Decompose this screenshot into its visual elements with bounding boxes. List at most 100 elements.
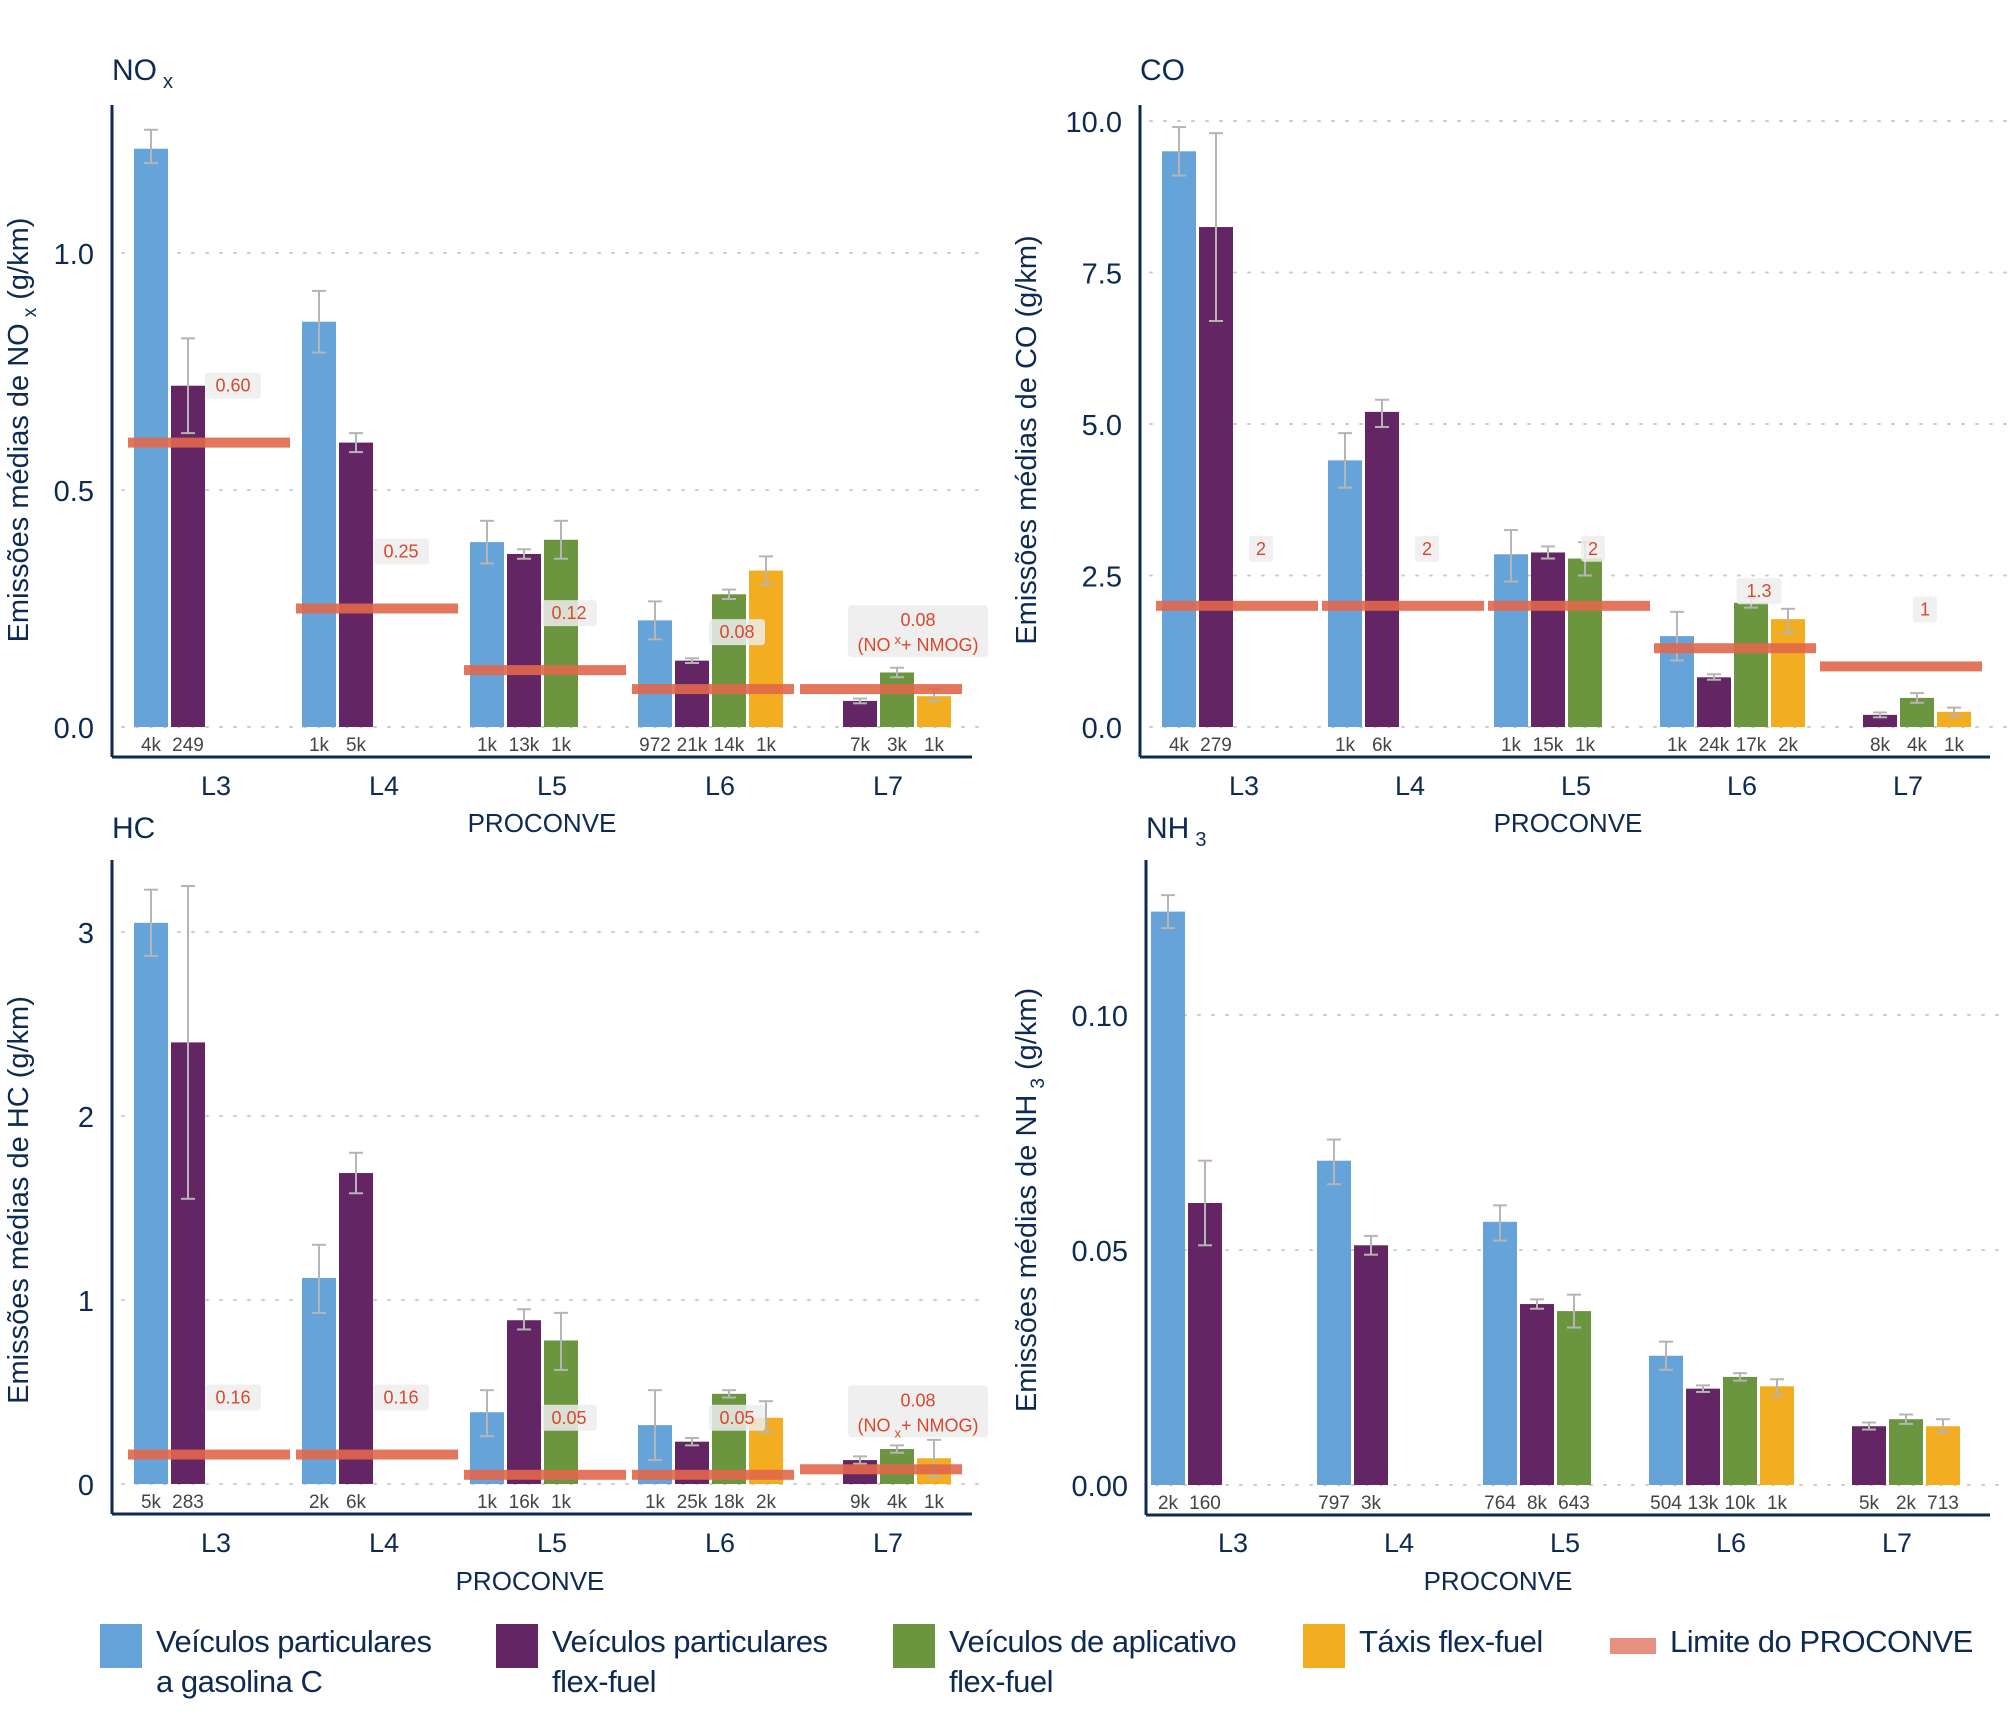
y-tick-label: 0.00 (1072, 1471, 1128, 1503)
bar-gasolina (1162, 151, 1196, 728)
x-category-label: L7 (873, 1528, 903, 1558)
sample-count-label: 5k (1859, 1493, 1880, 1514)
limit-label: 2 (1588, 539, 1598, 559)
bar-app (880, 672, 914, 727)
proconve-limit-line (1322, 600, 1484, 611)
bar-group-L6: 504 13k 10k 1k (1649, 1340, 1794, 1514)
bar-group-L7: 5k 2k 713 (1852, 1413, 1960, 1514)
legend-swatch-limit (1610, 1638, 1656, 1654)
x-category-label: L3 (201, 771, 231, 801)
sample-count-label: 3k (887, 735, 908, 756)
bar-taxi (1771, 619, 1805, 727)
sample-count-label: 3k (1361, 1493, 1382, 1514)
bar-app (712, 594, 746, 727)
bar-app (1734, 602, 1768, 727)
y-tick-label: 0 (78, 1470, 94, 1502)
legend-swatch-gasolina (100, 1624, 142, 1668)
chart-co: CO Emissões médias de CO (g/km) 0.0 2.5 5.0 7… (1011, 54, 2008, 838)
sample-count-label: 8k (1527, 1493, 1548, 1514)
limit-label: 0.16 (215, 1388, 250, 1408)
limit-label: 0.60 (215, 376, 250, 396)
x-axis-title: PROCONVE (1424, 1566, 1573, 1596)
x-category-label: L3 (1229, 771, 1259, 801)
y-tick-label: 0.05 (1072, 1236, 1128, 1268)
sample-count-label: 2k (756, 1492, 777, 1513)
sample-count-label: 160 (1189, 1493, 1221, 1514)
sample-count-label: 1k (645, 1492, 666, 1513)
y-tick-label: 0.0 (54, 713, 94, 745)
proconve-limit-line (1820, 661, 1982, 672)
bar-app (544, 539, 578, 727)
legend-label-limit: Limite do PROCONVE (1670, 1624, 1973, 1659)
bar-flex (843, 700, 877, 727)
y-tick-label: 3 (78, 918, 94, 950)
bar-flex (1686, 1388, 1720, 1485)
proconve-limit-line (296, 1449, 458, 1460)
limit-label: 2 (1422, 539, 1432, 559)
y-axis-label: Emissões médias de CO (g/km) (1011, 235, 1043, 644)
limit-label-box (373, 538, 429, 565)
proconve-limit-line (632, 1469, 794, 1480)
sample-count-label: 25k (677, 1492, 708, 1513)
x-category-label: L3 (201, 1528, 231, 1558)
bar-gasolina (1328, 460, 1362, 727)
x-category-label: L6 (1727, 771, 1757, 801)
sample-count-label: 643 (1558, 1493, 1590, 1514)
limit-label-box (1249, 535, 1273, 562)
proconve-limit-line (1488, 600, 1650, 611)
x-category-label: L6 (705, 1528, 735, 1558)
limit-label-box (1415, 535, 1439, 562)
sample-count-label: 1k (1501, 735, 1522, 756)
sample-count-label: 5k (346, 735, 367, 756)
chart-title: HC (112, 812, 155, 845)
sample-count-label: 1k (924, 735, 945, 756)
limit-label: 0.16 (383, 1388, 418, 1408)
chart-hc: HC Emissões médias de HC (g/km) 0 1 2 3 5k 283 0… (3, 812, 991, 1596)
x-category-label: L4 (369, 771, 399, 801)
y-tick-label: 7.5 (1082, 259, 1122, 291)
bar-taxi (1926, 1426, 1960, 1485)
proconve-limit-line (464, 1469, 626, 1480)
bar-flex (1852, 1426, 1886, 1485)
sample-count-label: 1k (1575, 735, 1596, 756)
x-category-label: L7 (1882, 1528, 1912, 1558)
bar-flex (339, 442, 373, 727)
limit-label-box (541, 1404, 597, 1431)
bar-flex (507, 1320, 541, 1484)
sample-count-label: 7k (850, 735, 871, 756)
x-category-label: L4 (369, 1528, 399, 1558)
proconve-limit-line (464, 665, 626, 676)
y-tick-label: 2.5 (1082, 562, 1122, 594)
limit-label: 0.05 (551, 1408, 586, 1428)
chart-nh3: NH 3 Emissões médias de NH3 (g/km) 0.00 0.05… (1011, 812, 2008, 1596)
bar-group-L6: 1k 25k 18k 2k 0.05 (632, 1389, 794, 1513)
sample-count-label: 9k (850, 1492, 871, 1513)
x-category-label: L3 (1218, 1528, 1248, 1558)
legend-label-app: Veículos de aplicativo flex-fuel (949, 1624, 1237, 1699)
bar-taxi (1937, 711, 1971, 727)
y-tick-label: 2 (78, 1102, 94, 1134)
limit-label: 0.05 (719, 1408, 754, 1428)
x-axis-title: PROCONVE (468, 808, 617, 838)
chart-nox: NO x Emissões médias de NOx (g/km) 0.0 0.5 1.… (3, 54, 991, 838)
legend-item-app: Veículos de aplicativo flex-fuel (893, 1622, 1237, 1702)
sample-count-label: 1k (477, 735, 498, 756)
limit-label: 1.3 (1746, 581, 1771, 601)
limit-label-box (709, 1404, 765, 1431)
legend: Veículos particulares a gasolina C Veícu… (100, 1622, 2000, 1712)
limit-label: 0.08 (719, 622, 754, 642)
limit-label-box (1736, 578, 1782, 605)
x-category-label: L4 (1395, 771, 1425, 801)
legend-label-gasolina: Veículos particulares a gasolina C (156, 1624, 432, 1699)
legend-item-limit: Limite do PROCONVE (1610, 1622, 1973, 1662)
bar-gasolina (470, 542, 504, 727)
limit-label-box (1913, 596, 1937, 623)
y-axis-label: Emissões médias de NOx (g/km) (3, 218, 41, 643)
limit-label: 0.12 (551, 603, 586, 623)
proconve-limit-line (1654, 643, 1816, 654)
sample-count-label: 279 (1200, 735, 1232, 756)
x-category-label: L7 (873, 771, 903, 801)
proconve-limit-line (1156, 600, 1318, 611)
limit-label: 0.08 (900, 1390, 935, 1410)
sample-count-label: 5k (141, 1492, 162, 1513)
